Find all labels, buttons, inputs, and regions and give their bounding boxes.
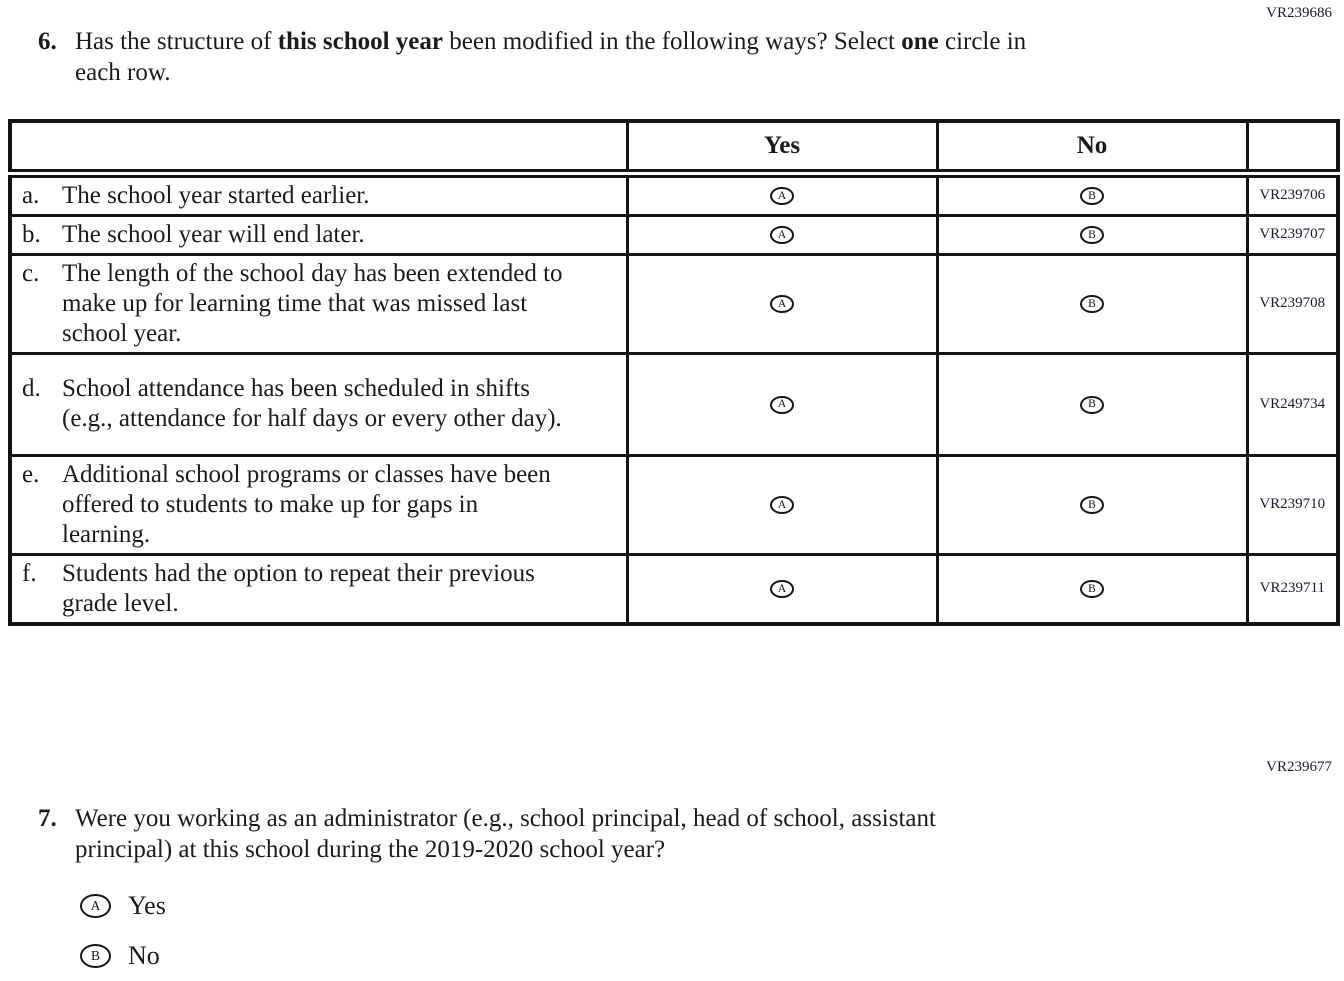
row-f-label: f. xyxy=(22,559,37,587)
table-row-f: f. Students had the option to repeat the… xyxy=(8,552,1340,625)
row-b-code: VR239707 xyxy=(1245,213,1340,256)
option-no-label: No xyxy=(128,940,160,970)
question-6-number: 6. xyxy=(38,28,57,55)
row-a-code: VR239706 xyxy=(1245,171,1340,217)
header-code xyxy=(1245,119,1340,178)
question-7-options: A Yes B No xyxy=(80,891,1344,971)
table-row-d: d. School attendance has been scheduled … xyxy=(8,351,1340,457)
row-b-label: b. xyxy=(22,220,41,248)
option-a-bubble[interactable]: A xyxy=(80,893,111,918)
question-7-number: 7. xyxy=(38,804,57,832)
question-6: 6. Has the structure of this school year… xyxy=(38,26,1344,88)
row-e-yes-bubble[interactable]: A xyxy=(770,496,794,515)
header-no: No xyxy=(935,119,1249,178)
row-c-no-bubble[interactable]: B xyxy=(1080,295,1104,314)
row-c-label: c. xyxy=(22,259,40,287)
question-6-response-table: Yes No a. The school year started earlie… xyxy=(8,119,1340,626)
row-d-yes-bubble[interactable]: A xyxy=(770,395,794,414)
question-7-text: Were you working as an administrator (e.… xyxy=(75,804,936,863)
row-f-no-bubble[interactable]: B xyxy=(1080,580,1104,599)
row-c-statement: The length of the school day has been ex… xyxy=(62,259,563,347)
row-f-code: VR239711 xyxy=(1245,552,1340,625)
question-7: 7. Were you working as an administrator … xyxy=(38,803,1344,865)
row-f-statement: Students had the option to repeat their … xyxy=(62,559,535,617)
table-row-c: c. The length of the school day has been… xyxy=(8,252,1340,355)
row-d-statement: School attendance has been scheduled in … xyxy=(62,375,562,432)
option-yes[interactable]: A Yes xyxy=(80,891,1344,921)
table-header-row: Yes No xyxy=(8,119,1340,178)
row-d-no-bubble[interactable]: B xyxy=(1080,395,1104,414)
form-code-q7: VR239677 xyxy=(1266,758,1332,775)
option-no[interactable]: B No xyxy=(80,941,1344,971)
row-a-no-bubble[interactable]: B xyxy=(1080,187,1104,206)
question-6-text: Has the structure of this school year be… xyxy=(75,28,1027,86)
option-b-bubble[interactable]: B xyxy=(80,943,111,968)
row-b-yes-bubble[interactable]: A xyxy=(770,226,794,245)
row-e-label: e. xyxy=(22,460,40,488)
row-d-code: VR249734 xyxy=(1245,351,1340,457)
header-statement xyxy=(8,119,629,178)
row-b-no-bubble[interactable]: B xyxy=(1080,226,1104,245)
row-d-label: d. xyxy=(22,375,41,402)
row-e-code: VR239710 xyxy=(1245,453,1340,556)
header-yes: Yes xyxy=(625,119,939,178)
option-yes-label: Yes xyxy=(128,890,166,920)
row-c-yes-bubble[interactable]: A xyxy=(770,295,794,314)
row-c-code: VR239708 xyxy=(1245,252,1340,355)
row-e-statement: Additional school programs or classes ha… xyxy=(62,460,551,548)
table-row-a: a. The school year started earlier. A B … xyxy=(8,171,1340,217)
row-a-yes-bubble[interactable]: A xyxy=(770,187,794,206)
row-a-label: a. xyxy=(22,181,40,209)
row-f-yes-bubble[interactable]: A xyxy=(770,580,794,599)
row-e-no-bubble[interactable]: B xyxy=(1080,496,1104,515)
row-b-statement: The school year will end later. xyxy=(62,220,365,248)
table-row-b: b. The school year will end later. A B V… xyxy=(8,213,1340,256)
row-a-statement: The school year started earlier. xyxy=(62,181,370,209)
form-code-q6: VR239686 xyxy=(1266,5,1332,21)
table-row-e: e. Additional school programs or classes… xyxy=(8,453,1340,556)
